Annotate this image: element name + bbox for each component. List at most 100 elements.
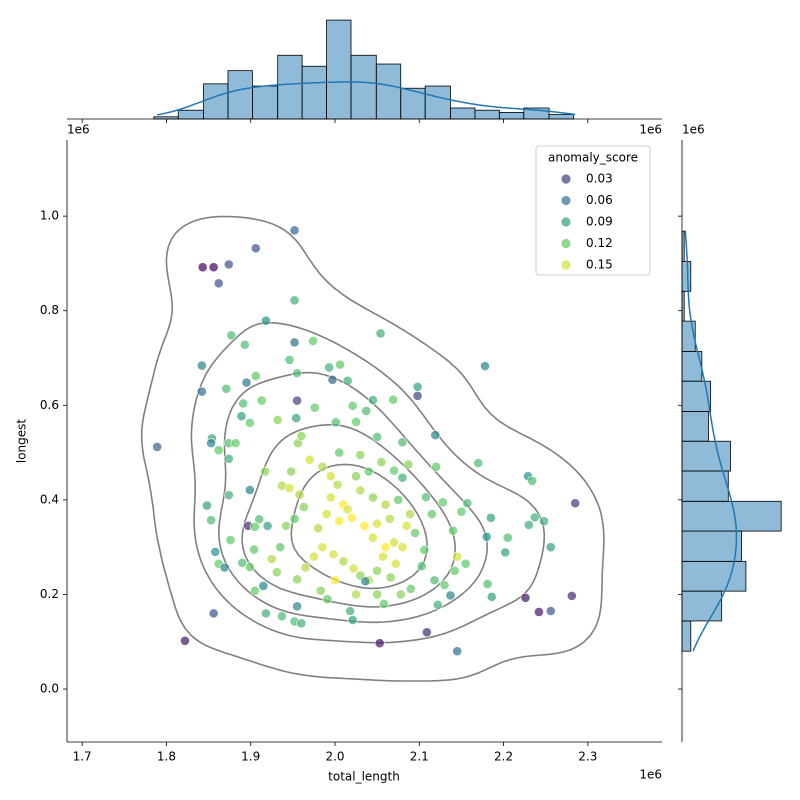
scatter-point	[213, 278, 224, 289]
top-hist-bar	[326, 19, 352, 120]
scatter-point	[351, 416, 361, 427]
scatter-point	[304, 454, 315, 465]
x-tick-label: 2.3	[578, 750, 597, 764]
scatter-point	[348, 563, 359, 574]
scatter-point	[223, 490, 234, 501]
x-offset-label: 1e6	[639, 768, 662, 782]
scatter-point	[291, 413, 302, 423]
scatter-point	[223, 453, 234, 464]
legend: anomaly_score 0.03 0.06 0.09 0.12 0.15	[535, 145, 651, 276]
scatter-point	[286, 466, 297, 477]
x-tick-label: 1.7	[73, 750, 92, 764]
scatter-point	[289, 225, 300, 236]
scatter-point	[431, 461, 442, 472]
scatter-point	[296, 618, 307, 629]
scatter-point	[335, 359, 345, 370]
scatter-point	[380, 499, 391, 510]
scatter-point	[412, 390, 423, 401]
scatter-point	[378, 551, 388, 562]
scatter-point	[405, 509, 415, 519]
scatter-point	[372, 589, 383, 600]
scatter-point	[539, 516, 549, 527]
scatter-point	[317, 542, 328, 553]
right-hist-bar	[681, 440, 731, 472]
scatter-point	[405, 583, 416, 594]
scatter-point	[462, 498, 473, 509]
scatter-point	[437, 497, 448, 508]
scatter-point	[334, 516, 345, 527]
scatter-point	[254, 514, 265, 525]
right-kde-line	[684, 230, 738, 652]
top-hist-bar	[548, 114, 574, 120]
right-hist-bar	[681, 261, 692, 292]
scatter-point	[266, 554, 277, 564]
scatter-point	[321, 509, 332, 519]
scatter-point	[250, 585, 260, 596]
x-tick-label: 1.9	[241, 750, 260, 764]
scatter-point	[520, 592, 531, 603]
scatter-point	[397, 437, 408, 448]
scatter-point	[445, 590, 456, 601]
scatter-point	[393, 494, 404, 505]
scatter-point	[317, 461, 328, 472]
right-hist-bar	[681, 620, 692, 652]
scatter-point	[239, 339, 250, 350]
scatter-point	[419, 545, 430, 555]
legend-title: anomaly_score	[548, 151, 638, 165]
scatter-point	[372, 432, 383, 442]
scatter-point	[389, 465, 399, 476]
top-hist-bar	[375, 63, 402, 120]
right-hist-bar	[681, 530, 742, 562]
axes: 1.7 1.8 1.9 2.0 2.1 2.2 2.3 0.0 0.2 0.4 0.6 0.8 1.0	[40, 118, 683, 764]
scatter-point	[250, 371, 261, 381]
scatter-point	[432, 599, 443, 610]
scatter-point	[309, 402, 320, 413]
scatter-point	[368, 532, 378, 543]
scatter-point	[300, 562, 311, 573]
scatter-point	[342, 504, 353, 515]
scatter-point	[208, 608, 219, 619]
scatter-point	[294, 489, 305, 500]
scatter-point	[390, 558, 401, 569]
legend-label: 0.03	[586, 172, 613, 186]
y-tick-label: 0.8	[40, 303, 59, 317]
scatter-point	[388, 394, 399, 405]
scatter-point	[378, 599, 389, 609]
scatter-point	[486, 512, 496, 523]
scatter-point	[481, 531, 492, 542]
scatter-point	[208, 262, 219, 273]
scatter-point	[275, 542, 286, 553]
top-hist-bar	[277, 54, 303, 120]
scatter-point	[416, 561, 427, 571]
scatter-point	[410, 528, 420, 538]
scatter-point	[374, 638, 385, 649]
scatter-point	[355, 485, 366, 496]
scatter-point	[271, 567, 282, 578]
scatter-point	[363, 466, 374, 477]
legend-frame	[535, 145, 651, 276]
scatter-point	[292, 395, 302, 406]
x-axis-label: total_length	[328, 770, 400, 784]
scatter-point	[570, 498, 581, 509]
scatter-point	[308, 336, 318, 346]
marginal-histograms	[153, 19, 782, 652]
scatter-point	[482, 579, 493, 589]
scatter-point	[272, 415, 283, 425]
scatter-point	[210, 546, 221, 557]
scatter-point	[545, 606, 556, 616]
right-hist-bar	[681, 590, 723, 622]
scatter-point	[256, 395, 267, 406]
top-hist-bar	[252, 85, 279, 120]
scatter-point	[334, 447, 345, 458]
top-hist-offset-label: 1e6	[67, 123, 90, 137]
y-tick-label: 0.6	[40, 398, 59, 412]
scatter-point	[351, 589, 361, 600]
top-hist-offset-label: 1e6	[639, 123, 662, 137]
scatter-point	[244, 417, 255, 428]
top-hist-bar	[474, 109, 500, 120]
x-tick-label: 2.0	[325, 750, 344, 764]
scatter-point	[225, 535, 236, 545]
scatter-point	[523, 520, 534, 530]
scatter-point	[244, 485, 255, 495]
